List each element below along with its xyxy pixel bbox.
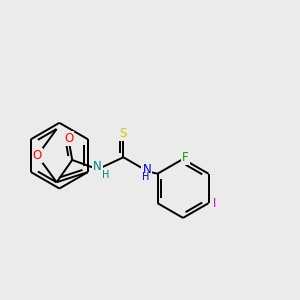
Text: O: O [33, 149, 42, 162]
Text: H: H [142, 172, 149, 182]
Text: N: N [93, 160, 102, 173]
Text: I: I [212, 197, 216, 210]
Text: N: N [142, 163, 151, 176]
Text: O: O [64, 132, 74, 145]
Text: H: H [102, 170, 109, 180]
Text: F: F [182, 151, 189, 164]
Text: S: S [120, 127, 127, 140]
